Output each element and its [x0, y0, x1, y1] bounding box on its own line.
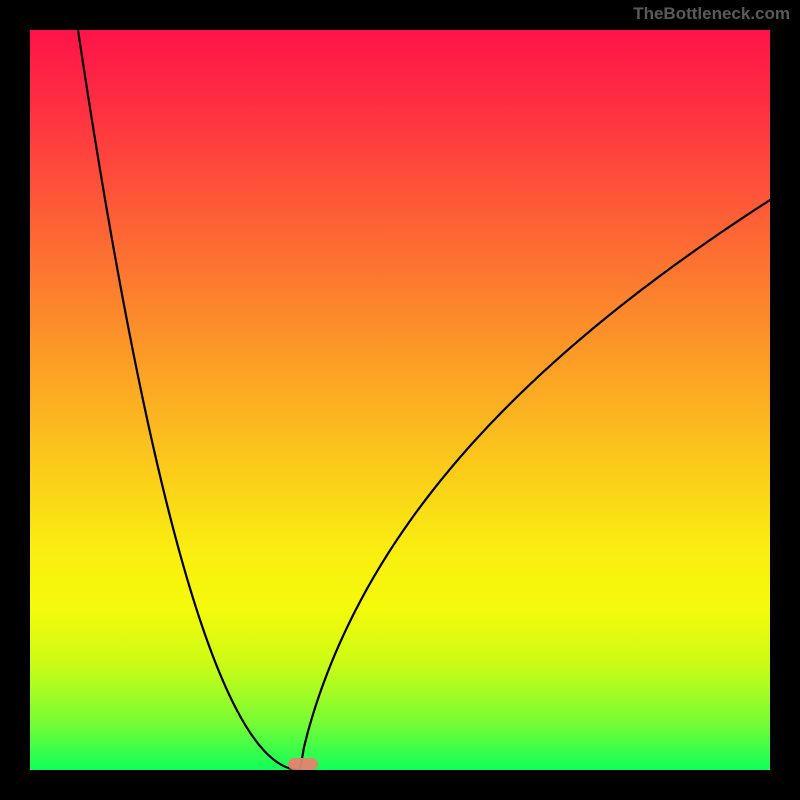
optimum-marker — [288, 758, 318, 770]
watermark-label: TheBottleneck.com — [633, 4, 790, 24]
gradient-plot-area — [30, 30, 770, 770]
chart-container: TheBottleneck.com — [0, 0, 800, 800]
bottleneck-chart — [0, 0, 800, 800]
